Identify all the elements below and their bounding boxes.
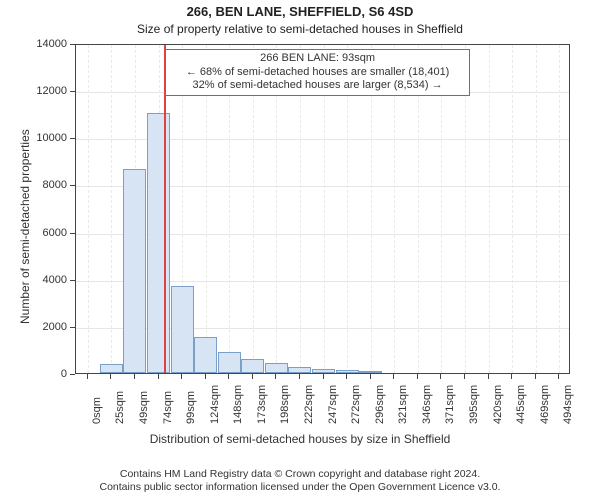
x-tick-label: 173sqm — [256, 385, 268, 424]
x-tick-label: 272sqm — [350, 385, 362, 424]
x-tick-label: 49sqm — [138, 391, 150, 424]
x-tick-label: 321sqm — [397, 385, 409, 424]
x-tick-label: 198sqm — [279, 385, 291, 424]
x-tick-label: 124sqm — [209, 385, 221, 424]
footer-line-1: Contains HM Land Registry data © Crown c… — [120, 468, 480, 480]
bar — [194, 337, 217, 373]
info-line-1: 266 BEN LANE: 93sqm — [170, 52, 465, 66]
y-tick-label: 0 — [61, 368, 67, 380]
bar — [147, 113, 170, 373]
x-tick-label: 296sqm — [374, 385, 386, 424]
bar — [218, 352, 241, 373]
y-axis-label: Number of semi-detached properties — [18, 129, 32, 324]
plot-area: 266 BEN LANE: 93sqm ← 68% of semi-detach… — [75, 44, 570, 374]
x-axis-label: Distribution of semi-detached houses by … — [0, 432, 600, 446]
footer: Contains HM Land Registry data © Crown c… — [0, 468, 600, 494]
y-tick-label: 4000 — [43, 274, 67, 286]
x-tick-label: 74sqm — [162, 391, 174, 424]
bar — [171, 286, 194, 373]
x-tick-label: 371sqm — [444, 385, 456, 424]
info-line-2: ← 68% of semi-detached houses are smalle… — [170, 66, 465, 80]
bar — [100, 364, 123, 373]
footer-line-2: Contains public sector information licen… — [100, 481, 501, 493]
x-tick-label: 99sqm — [185, 391, 197, 424]
x-tick-label: 420sqm — [492, 385, 504, 424]
x-tick-label: 0sqm — [91, 397, 103, 424]
x-tick-label: 25sqm — [114, 391, 126, 424]
info-box: 266 BEN LANE: 93sqm ← 68% of semi-detach… — [165, 49, 470, 96]
page-title: 266, BEN LANE, SHEFFIELD, S6 4SD — [0, 4, 600, 19]
x-tick-label: 395sqm — [468, 385, 480, 424]
y-tick-label: 2000 — [43, 321, 67, 333]
chart-container: 266, BEN LANE, SHEFFIELD, S6 4SD Size of… — [0, 0, 600, 500]
x-tick-label: 494sqm — [562, 385, 574, 424]
bar — [241, 359, 264, 373]
x-tick-label: 469sqm — [539, 385, 551, 424]
bar — [312, 369, 335, 373]
x-tick-label: 247sqm — [327, 385, 339, 424]
bar — [123, 169, 146, 373]
page-subtitle: Size of property relative to semi-detach… — [0, 22, 600, 36]
x-tick-label: 148sqm — [232, 385, 244, 424]
y-tick-label: 6000 — [43, 227, 67, 239]
x-tick-label: 445sqm — [515, 385, 527, 424]
bar — [359, 371, 382, 373]
y-tick-label: 12000 — [36, 85, 67, 97]
bar — [265, 363, 288, 373]
x-tick-label: 346sqm — [421, 385, 433, 424]
bar — [336, 370, 359, 373]
y-tick-label: 14000 — [36, 38, 67, 50]
info-line-3: 32% of semi-detached houses are larger (… — [170, 79, 465, 93]
x-tick-label: 222sqm — [303, 385, 315, 424]
bar — [288, 367, 311, 373]
y-tick-label: 8000 — [43, 179, 67, 191]
y-tick-label: 10000 — [36, 132, 67, 144]
